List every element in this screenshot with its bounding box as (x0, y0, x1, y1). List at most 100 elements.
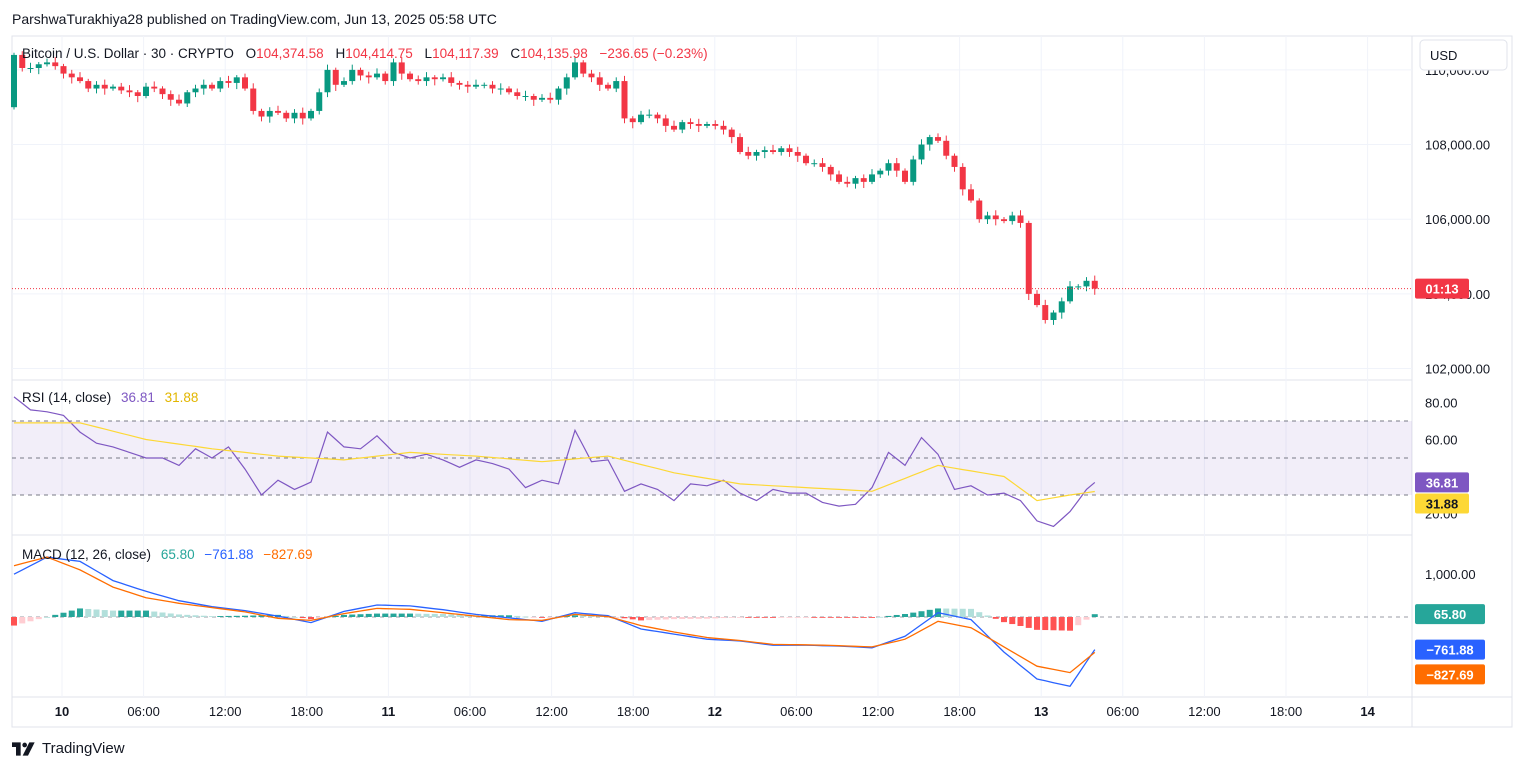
macd-histogram-bar (68, 610, 75, 617)
macd-histogram-bar (497, 615, 504, 617)
candle-body (407, 73, 413, 80)
macd-histogram-bar (679, 617, 686, 620)
macd-histogram-bar (19, 617, 26, 624)
candle-body (341, 81, 347, 85)
candle-body (200, 84, 207, 89)
macd-histogram-bar (374, 613, 380, 617)
macd-histogram-bar (654, 617, 661, 620)
candle-body (1083, 280, 1090, 287)
macd-histogram-bar (547, 617, 554, 618)
time-tick-label: 12:00 (862, 704, 895, 719)
candle-body (704, 124, 710, 126)
macd-signal-badge-bg (1415, 664, 1485, 685)
candle-body (176, 99, 182, 104)
macd-histogram-bar (382, 613, 389, 617)
chart-border (11, 35, 1513, 728)
rsi-pane (12, 396, 1412, 528)
time-tick-label: 06:00 (1107, 704, 1140, 719)
candle-body (423, 77, 430, 82)
candle-body (753, 152, 760, 156)
candle-body (382, 73, 389, 82)
macd-histogram-bar (1017, 617, 1024, 626)
candle-body (242, 77, 248, 89)
macd-histogram-bar (357, 614, 364, 617)
macd-histogram-bar (522, 616, 529, 618)
macd-histogram-bar (1009, 617, 1016, 625)
ohlc-high-label: H (335, 46, 345, 61)
candle-body (588, 73, 595, 78)
candle-body (19, 54, 26, 68)
macd-histogram-bar (968, 608, 974, 617)
candle-body (1042, 305, 1049, 320)
macd-histogram-bar (407, 613, 413, 617)
macd-histogram-bar (844, 617, 851, 618)
footer: TradingView (12, 740, 125, 757)
candle-body (390, 62, 397, 82)
candle-body (605, 84, 611, 89)
candle-body (60, 66, 67, 74)
macd-histogram-bar (349, 614, 356, 617)
macd-histogram-bar (530, 617, 537, 618)
candle-body (1075, 286, 1082, 288)
macd-histogram-bar (638, 617, 644, 621)
macd-histogram-bar (1091, 614, 1098, 617)
candle-body (596, 77, 603, 85)
macd-histogram-bar (704, 617, 710, 619)
macd-title: MACD (12, 26, close) (22, 547, 151, 562)
macd-histogram-bar (1075, 617, 1082, 626)
candle-body (283, 112, 290, 119)
macd-histogram-bar (671, 617, 677, 620)
candle-body (1034, 293, 1040, 306)
macd-histogram-bar (1058, 617, 1065, 631)
candle-body (629, 118, 636, 123)
candle-body (415, 79, 422, 82)
macd-histogram-bar (431, 613, 438, 617)
macd-histogram-bar (827, 617, 834, 618)
macd-histogram-bar (192, 615, 199, 617)
rsi-value-badge: 36.81 (1426, 475, 1459, 490)
candle-body (819, 163, 826, 167)
macd-histogram-bar (761, 617, 768, 618)
macd-histogram-bar (1025, 617, 1032, 628)
macd-histogram-bar (720, 617, 727, 619)
candle-body (910, 159, 917, 182)
time-tick-label: 10 (55, 704, 69, 719)
time-tick-label: 14 (1360, 704, 1375, 719)
footer-brand: TradingView (42, 740, 125, 757)
currency-button[interactable] (1419, 39, 1508, 71)
macd-histogram-bar (877, 616, 884, 618)
macd-histogram-bar (423, 613, 430, 617)
candle-body (159, 88, 166, 95)
macd-histogram-bar (481, 615, 488, 617)
candle-body (101, 84, 108, 89)
candle-body (291, 112, 298, 119)
macd-tick-label: 1,000.00 (1425, 567, 1476, 582)
macd-line (13, 556, 1096, 688)
macd-histogram-bar (613, 617, 620, 618)
time-tick-label: 18:00 (617, 704, 650, 719)
candle-body (35, 64, 42, 68)
macd-histogram-bar (621, 617, 628, 619)
candle-body (860, 178, 867, 182)
rsi-value-badge-bg (1415, 472, 1469, 493)
ohlc-high-value: 104,414.75 (345, 46, 413, 61)
candle-body (1017, 215, 1024, 223)
macd-histogram-bar (184, 614, 191, 617)
candle-body (827, 166, 834, 175)
rsi-ma-badge-bg (1415, 493, 1469, 514)
macd-histogram-bar (27, 617, 34, 622)
rsi-value: 36.81 (121, 390, 155, 405)
candle-body (448, 77, 455, 83)
candle-body (869, 174, 875, 182)
ohlc-change: −236.65 (−0.23%) (600, 46, 708, 61)
macd-histogram-bar (151, 611, 158, 617)
candle-body (877, 170, 884, 175)
candle-body (52, 62, 59, 67)
macd-histogram-bar (126, 610, 133, 617)
candle-body (217, 81, 224, 89)
countdown-badge: 01:13 (1425, 282, 1458, 297)
candle-body (143, 86, 149, 96)
macd-histogram-bar (134, 610, 141, 617)
legend-header: Bitcoin / U.S. Dollar · 30 · CRYPTO O104… (22, 46, 708, 61)
